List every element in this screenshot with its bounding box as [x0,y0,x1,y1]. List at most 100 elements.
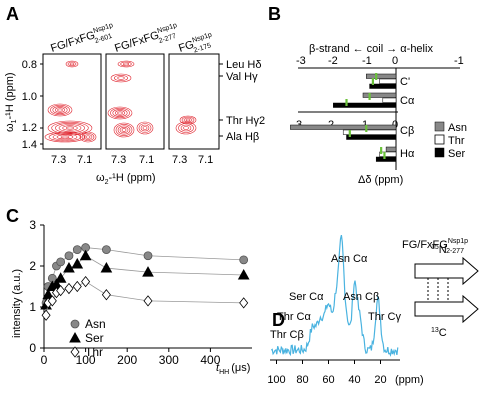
contour-peak [81,132,95,142]
chartC-xtick-label: 100 [76,353,96,367]
shift-bar [385,146,397,152]
contour-peak [58,124,82,132]
chart-d: 100 80 60 40 20 [267,234,400,386]
panelA-headers: FG/FxFGNsp1p2-601 FG/FxFGNsp1p2-277 FGNs… [49,22,213,59]
chartC-point-ser [100,262,113,273]
chartC-ytick-label: 3 [29,218,36,232]
chartC-xtick-label: 400 [200,353,220,367]
contour-peak [117,76,125,80]
contour-peak [117,111,123,115]
chartC-ylabel: intensity (a.u.) [11,269,23,338]
panel-label-b: B [268,4,281,24]
contour-peak [181,116,195,124]
panelA-xtick-2b: 7.1 [139,154,154,166]
chartC-point-ser [63,262,75,273]
shift-bar [366,73,397,79]
shift-bar [379,78,397,84]
chartC-point-asn [239,255,249,265]
chartC-point-thr [56,284,66,297]
chartC-point-thr [81,275,91,288]
panelA-label-ala: Ala Hβ [226,131,259,143]
shift-bar [382,97,397,103]
contour-peak [179,115,197,125]
panel-label-a: A [6,4,19,24]
panelA-yaxis: 0.8 1.0 1.2 1.4 [22,59,43,151]
panelB-legend: Asn Thr Ser [434,121,467,160]
chartC-point-thr [143,295,153,307]
contour-peak [114,110,126,116]
chartC-point-thr [41,309,51,321]
panelA-xaxis: 7.3 7.1 7.3 7.1 7.3 7.1 [51,154,213,166]
shift-bar [375,156,397,162]
shift-bar [346,134,397,140]
panelA-spectrum-box-3 [168,53,220,150]
contour-peak [113,122,135,138]
chartD-xtick-label: 40 [348,374,360,386]
chartD-xlabel: (ppm) [395,374,424,386]
chartD-peak-thr-cb: Thr Cβ [270,329,304,341]
chartD-xtick-label: 100 [267,374,285,386]
contour-peak [138,123,152,133]
legend-label-ser: Ser [448,148,465,160]
panelA-spectrum-box-2 [105,53,165,150]
panelA-ylabel: ω1-¹H (ppm) [4,72,18,132]
contour-peak [178,123,194,133]
panelA-ytick-2: 1.2 [22,122,37,134]
panelA-ytick-1: 1.0 [22,91,37,103]
arrow-15n [414,256,479,286]
chartC-point-ser [79,249,92,261]
contour-peak [136,121,154,135]
panelA-ytick-0: 0.8 [22,59,37,71]
contour-peak [112,109,128,117]
contour-peak [140,124,150,132]
panelB-toptick-1: -2 [328,55,338,67]
panelB-row-cprime: C' [400,76,410,88]
chartC-point-thr [101,289,111,301]
chartC-point-thr [47,295,57,307]
contour-peak [54,107,66,113]
shift-bar [379,151,397,157]
contour-peak [110,73,132,83]
panelA-header-1: FG/FxFGNsp1p2-601 [49,22,117,59]
panelA-xtick-2a: 7.3 [111,154,126,166]
chartC-xtick-label: 0 [41,353,48,367]
contour-peak [65,60,79,68]
panelB-row-halpha: Hα [400,148,415,160]
panelA-xtick-1a: 7.3 [51,154,66,166]
contour-peak [44,131,86,143]
contour-peak [56,134,74,140]
chartC-series [40,243,250,321]
legend-swatch-ser [434,147,445,158]
chartC-point-asn [72,245,82,255]
panelA-xtick-3a: 7.3 [172,154,187,166]
contour-peak [62,125,78,131]
panelA-xtick-1b: 7.1 [77,154,92,166]
panelA-contours [44,60,197,143]
contour-peak [67,61,77,67]
panelA-spectrum-box-1 [42,53,102,150]
chartC-point-asn [143,251,153,261]
contour-peak [121,128,127,132]
contour-peak [117,60,135,68]
chartC-ticks: 0 1 2 3 0 100 200 300 400 [29,218,220,367]
contour-peak [69,62,75,66]
chartD-peak-thr-cg: Thr Cγ [368,311,402,323]
contour-peak [183,126,189,130]
chartC-legend-label-asn: Asn [85,317,106,331]
contour-peak [50,104,70,116]
contour-peak [175,121,197,135]
panel-label-d: D [272,310,285,330]
contour-peak [183,117,193,123]
contour-peak [60,135,70,139]
chartD-transfer-diagram: 15N 13C [414,244,479,339]
chartD-xtick-label: 20 [374,374,386,386]
shift-bar [369,83,397,89]
contour-peak [123,62,129,66]
chartC-point-thr [239,297,249,309]
chartD-spectrum-line [270,234,399,357]
chartC-legend-label-ser: Ser [85,331,104,345]
chartC-ytick-label: 1 [29,300,36,314]
contour-peak [180,124,192,132]
